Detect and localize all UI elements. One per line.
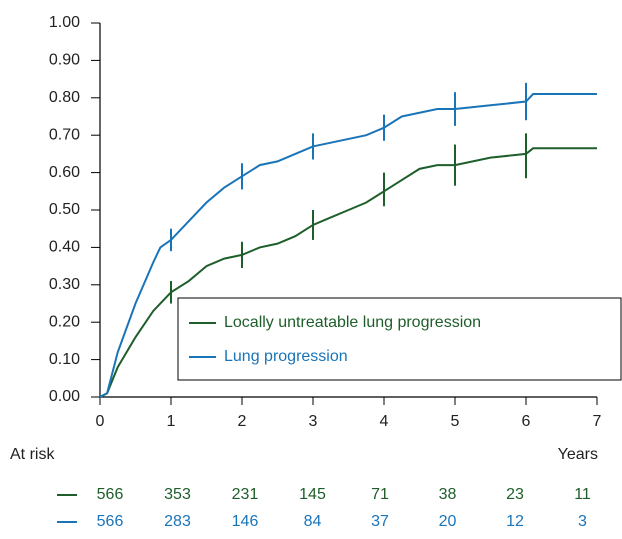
y-tick-label: 0.10 <box>49 351 80 368</box>
x-axis-title: Years <box>558 446 598 463</box>
y-tick-label: 0.00 <box>49 388 80 405</box>
y-tick-label: 0.60 <box>49 164 80 181</box>
y-tick-label: 0.40 <box>49 239 80 256</box>
at-risk-count: 84 <box>304 513 322 530</box>
at-risk-count: 20 <box>439 513 457 530</box>
x-tick-label: 3 <box>309 413 318 430</box>
at-risk-count: 23 <box>506 486 524 503</box>
legend-label: Lung progression <box>224 348 348 365</box>
series-line <box>99 147 597 398</box>
y-tick-label: 1.00 <box>49 14 80 31</box>
at-risk-count: 3 <box>578 513 587 530</box>
at-risk-label: At risk <box>10 446 55 463</box>
y-tick-label: 0.30 <box>49 276 80 293</box>
y-tick-label: 0.80 <box>49 89 80 106</box>
at-risk-count: 38 <box>439 486 457 503</box>
at-risk-count: 145 <box>299 486 326 503</box>
at-risk-count: 231 <box>232 486 259 503</box>
x-tick-label: 0 <box>96 413 105 430</box>
at-risk-count: 11 <box>574 486 591 503</box>
at-risk-count: 566 <box>97 513 124 530</box>
x-tick-label: 5 <box>451 413 460 430</box>
x-tick-label: 2 <box>238 413 247 430</box>
y-tick-label: 0.50 <box>49 201 80 218</box>
legend <box>177 297 622 381</box>
at-risk-count: 283 <box>164 513 191 530</box>
x-tick-label: 7 <box>593 413 602 430</box>
at-risk-count: 37 <box>371 513 389 530</box>
at-risk-count: 71 <box>371 486 389 503</box>
y-tick-label: 0.70 <box>49 126 80 143</box>
legend-label: Locally untreatable lung progression <box>224 314 481 331</box>
at-risk-count: 566 <box>97 486 124 503</box>
y-tick-label: 0.90 <box>49 52 80 69</box>
x-tick-label: 1 <box>167 413 176 430</box>
at-risk-count: 146 <box>232 513 259 530</box>
y-tick-label: 0.20 <box>49 313 80 330</box>
series-line <box>99 93 597 398</box>
x-tick-label: 6 <box>522 413 531 430</box>
at-risk-count: 353 <box>164 486 191 503</box>
x-tick-label: 4 <box>380 413 389 430</box>
at-risk-count: 12 <box>506 513 524 530</box>
